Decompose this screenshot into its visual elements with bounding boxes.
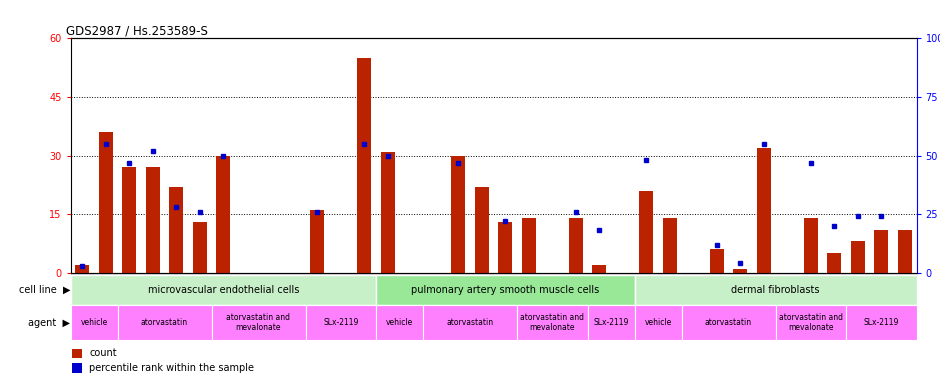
Text: SLx-2119: SLx-2119 (323, 318, 358, 327)
Text: pulmonary artery smooth muscle cells: pulmonary artery smooth muscle cells (411, 285, 600, 295)
Bar (634, 275, 916, 305)
Bar (522, 218, 536, 273)
Bar (216, 156, 230, 273)
Text: cell line  ▶: cell line ▶ (19, 285, 70, 295)
Text: microvascular endothelial cells: microvascular endothelial cells (148, 285, 299, 295)
Bar (827, 253, 841, 273)
Text: GDS2987 / Hs.253589-S: GDS2987 / Hs.253589-S (66, 24, 208, 37)
Bar (517, 305, 588, 340)
Bar (212, 305, 306, 340)
Bar (804, 218, 818, 273)
Bar (376, 305, 423, 340)
Bar (475, 187, 489, 273)
Bar (733, 269, 747, 273)
Text: atorvastatin and
mevalonate: atorvastatin and mevalonate (778, 313, 843, 332)
Bar (663, 218, 677, 273)
Text: SLx-2119: SLx-2119 (864, 318, 899, 327)
Bar (874, 230, 888, 273)
Text: SLx-2119: SLx-2119 (593, 318, 629, 327)
Bar (193, 222, 207, 273)
Bar (70, 275, 376, 305)
Bar (851, 242, 865, 273)
Text: vehicle: vehicle (386, 318, 413, 327)
Bar (588, 305, 634, 340)
Bar (72, 349, 83, 358)
Bar (310, 210, 324, 273)
Bar (118, 305, 212, 340)
Bar (710, 249, 724, 273)
Text: percentile rank within the sample: percentile rank within the sample (89, 363, 254, 373)
Text: atorvastatin and
mevalonate: atorvastatin and mevalonate (227, 313, 290, 332)
Text: count: count (89, 348, 117, 359)
Text: atorvastatin and
mevalonate: atorvastatin and mevalonate (520, 313, 585, 332)
Bar (498, 222, 512, 273)
Bar (70, 273, 916, 275)
Text: atorvastatin: atorvastatin (705, 318, 752, 327)
Bar (376, 275, 634, 305)
Bar (70, 305, 118, 340)
Bar (898, 230, 912, 273)
Text: vehicle: vehicle (645, 318, 671, 327)
Bar (122, 167, 136, 273)
Bar (75, 265, 89, 273)
Bar (639, 191, 653, 273)
Bar (569, 218, 583, 273)
Bar (72, 363, 83, 373)
Text: agent  ▶: agent ▶ (28, 318, 70, 328)
Text: vehicle: vehicle (81, 318, 107, 327)
Bar (776, 305, 846, 340)
Bar (146, 167, 160, 273)
Text: atorvastatin: atorvastatin (141, 318, 188, 327)
Bar (306, 305, 376, 340)
Bar (682, 305, 776, 340)
Text: atorvastatin: atorvastatin (446, 318, 494, 327)
Bar (634, 305, 681, 340)
Bar (169, 187, 183, 273)
Bar (846, 305, 916, 340)
Bar (381, 152, 395, 273)
Bar (357, 58, 371, 273)
Bar (592, 265, 606, 273)
Text: dermal fibroblasts: dermal fibroblasts (731, 285, 820, 295)
Bar (99, 132, 113, 273)
Bar (451, 156, 465, 273)
Bar (423, 305, 517, 340)
Bar (757, 148, 771, 273)
